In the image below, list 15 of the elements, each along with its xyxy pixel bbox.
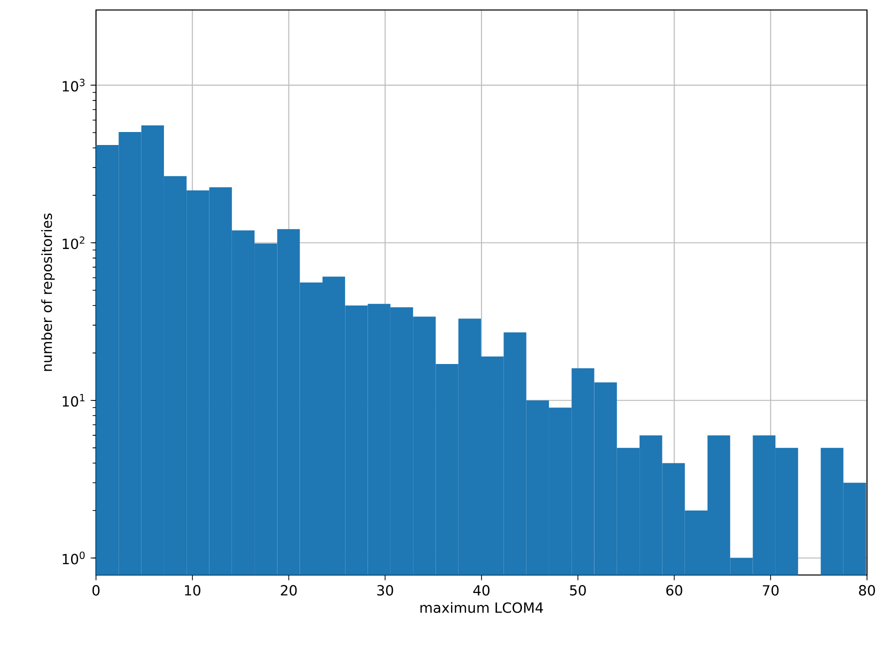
- x-tick-label: 10: [185, 585, 200, 596]
- x-axis-title: maximum LCOM4: [420, 602, 543, 613]
- x-tick-label: 80: [859, 585, 875, 596]
- x-tick-label: 30: [377, 585, 394, 596]
- x-tick-label: 0: [92, 585, 100, 596]
- y-tick-label: 10$^{0}$: [62, 552, 85, 564]
- x-tick-label: 70: [762, 585, 779, 596]
- x-tick-label: 50: [570, 585, 586, 596]
- y-axis-title: number of repositories: [41, 213, 55, 371]
- y-tick-label: 10$^{3}$: [62, 78, 85, 92]
- y-tick-label: 10$^{2}$: [62, 236, 84, 250]
- x-tick-label: 20: [280, 585, 297, 596]
- x-tick-label: 60: [666, 585, 682, 596]
- y-tick-label: 10$^{1}$: [62, 394, 84, 407]
- x-tick-label: 40: [473, 585, 490, 596]
